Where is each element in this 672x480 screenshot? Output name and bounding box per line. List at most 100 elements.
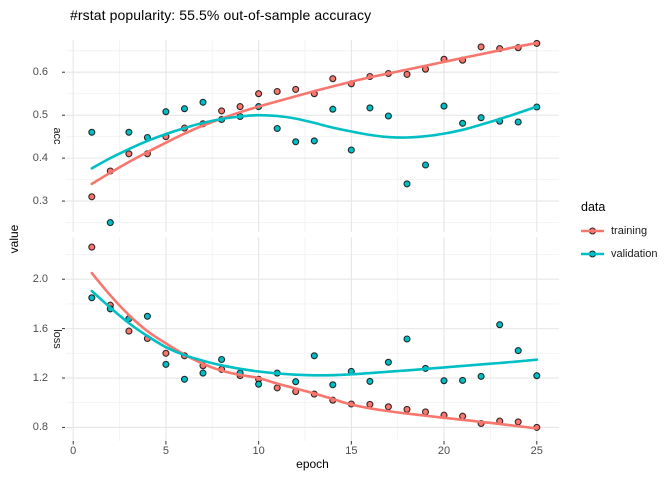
data-point <box>347 146 355 154</box>
data-point <box>88 193 96 201</box>
data-point <box>255 90 263 98</box>
data-point <box>421 161 430 169</box>
data-point <box>292 378 300 386</box>
minor-gridlines <box>66 40 559 232</box>
data-point <box>366 104 374 112</box>
x-tick-label: 15 <box>345 445 358 457</box>
y-tick-label: 1.6 <box>32 322 48 335</box>
y-tick-label: 0.8 <box>32 421 48 434</box>
legend-title: data <box>581 200 606 214</box>
major-gridlines <box>66 40 559 232</box>
data-point <box>106 219 114 227</box>
data-point <box>292 138 300 146</box>
data-point <box>366 400 374 408</box>
panel-acc <box>62 39 559 232</box>
legend: data training validation <box>580 200 658 269</box>
data-point <box>273 384 281 392</box>
data-point <box>384 358 392 366</box>
plot-title: #rstat popularity: 55.5% out-of-sample a… <box>70 7 372 23</box>
data-point <box>403 335 411 343</box>
legend-key-validation-icon <box>580 247 605 261</box>
data-point <box>366 377 374 385</box>
data-point <box>477 114 485 122</box>
data-point <box>292 85 300 93</box>
data-point <box>162 360 170 368</box>
legend-label-training: training <box>611 224 648 237</box>
data-point <box>329 381 337 389</box>
data-point <box>273 124 281 133</box>
minor-gridlines <box>66 237 559 441</box>
data-point <box>180 375 189 383</box>
data-point <box>403 180 411 188</box>
data-point <box>218 355 226 364</box>
data-point <box>329 75 337 83</box>
data-point <box>329 105 337 113</box>
data-point <box>310 352 318 360</box>
y-tick-label: 2.0 <box>32 273 48 286</box>
y-tick-label: 1.2 <box>32 372 48 385</box>
x-tick-label: 10 <box>252 445 265 457</box>
legend-key-swatch <box>580 249 605 258</box>
data-point <box>421 408 430 416</box>
axis-tick-marks <box>62 278 538 445</box>
points-validation-acc <box>88 98 541 227</box>
legend-label-validation: validation <box>611 247 658 260</box>
data-point <box>88 294 96 302</box>
y-tick-label: 0.3 <box>32 195 48 208</box>
y-tick-label: 0.5 <box>32 109 48 122</box>
data-point <box>514 118 522 126</box>
data-point <box>125 327 133 335</box>
data-point <box>143 312 151 320</box>
data-point <box>459 376 467 384</box>
data-point <box>236 103 244 111</box>
data-point <box>384 112 392 120</box>
data-point <box>162 108 170 116</box>
x-axis-title: epoch <box>296 457 329 471</box>
axis-tick-marks <box>62 71 65 202</box>
data-point <box>199 369 207 377</box>
data-point <box>125 128 133 136</box>
legend-key-training-icon <box>580 224 605 238</box>
data-point <box>496 321 504 329</box>
data-point <box>255 380 263 388</box>
data-point <box>162 349 170 357</box>
data-point <box>218 107 226 115</box>
legend-key-swatch <box>580 226 605 235</box>
y-tick-label: 0.4 <box>32 152 48 165</box>
y-tick-label: 0.6 <box>32 66 48 79</box>
x-tick-label: 5 <box>162 445 169 457</box>
x-tick-label: 25 <box>530 445 543 457</box>
data-point <box>125 150 133 158</box>
data-point <box>440 102 448 110</box>
points-training-acc <box>88 39 541 201</box>
data-point <box>403 405 411 413</box>
y-axis-title: value <box>7 224 21 254</box>
legend-item-validation: validation <box>580 246 658 261</box>
data-point <box>477 372 485 380</box>
x-tick-label: 0 <box>70 445 77 457</box>
smooth-line-training-loss <box>90 271 539 430</box>
legend-item-training: training <box>580 223 657 238</box>
smooth-line-training-acc <box>90 41 539 186</box>
smooth-line-validation-loss <box>90 289 539 377</box>
data-point <box>384 403 392 411</box>
points-validation-loss <box>88 294 541 389</box>
data-point <box>180 105 189 113</box>
data-point <box>533 372 541 380</box>
data-point <box>403 70 411 78</box>
data-point <box>514 347 522 355</box>
data-point <box>459 119 467 127</box>
data-point <box>310 137 318 145</box>
data-point <box>199 98 207 106</box>
panel-loss <box>62 237 559 445</box>
data-point <box>514 418 522 426</box>
data-point <box>273 87 281 96</box>
data-point <box>88 243 96 251</box>
major-gridlines <box>66 237 559 441</box>
data-point <box>88 128 96 136</box>
x-tick-label: 20 <box>437 445 451 457</box>
data-point <box>477 43 485 51</box>
data-point <box>440 377 448 385</box>
smooth-line-validation-acc <box>90 105 539 170</box>
